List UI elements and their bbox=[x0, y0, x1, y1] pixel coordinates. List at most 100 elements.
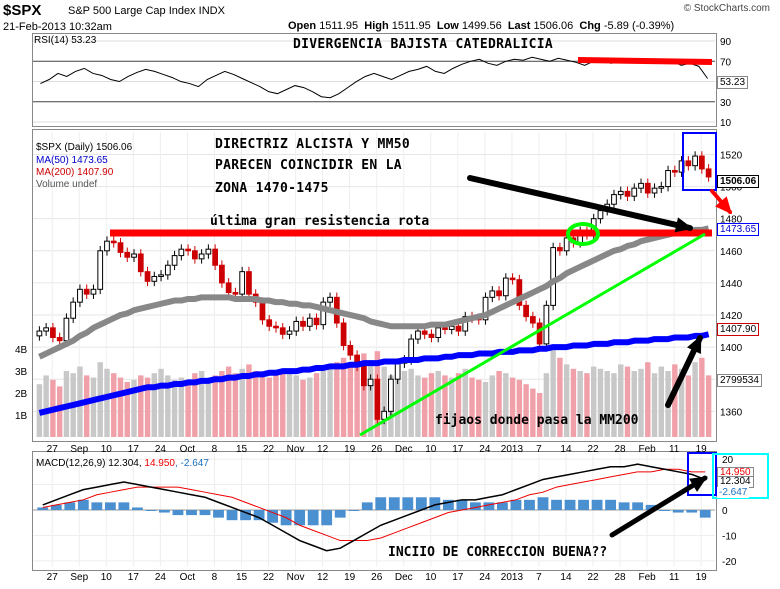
candle-body bbox=[394, 362, 401, 380]
volume-bar bbox=[624, 366, 631, 437]
volume-bar bbox=[476, 379, 482, 437]
candle-body bbox=[219, 264, 225, 284]
macd-histogram-bar bbox=[64, 502, 76, 510]
macd-histogram-bar bbox=[37, 507, 49, 510]
macd-histogram-bar bbox=[253, 510, 265, 521]
x-tick-label-bottom: Sep bbox=[70, 572, 88, 583]
price-tick-label: 1480 bbox=[720, 215, 743, 226]
high-value: 1511.95 bbox=[391, 20, 431, 32]
volume-bar bbox=[435, 371, 441, 437]
price-last-box: 1506.06 bbox=[717, 175, 760, 188]
macd-histogram-bar bbox=[591, 499, 603, 510]
x-tick-label: 24 bbox=[155, 444, 167, 455]
volume-bar bbox=[198, 371, 205, 437]
macd-histogram-bar bbox=[199, 510, 211, 516]
candle-body bbox=[212, 248, 219, 266]
candle-body bbox=[131, 253, 137, 258]
volume-bar bbox=[550, 346, 556, 437]
volume-bar bbox=[367, 360, 374, 437]
x-tick-label: 17 bbox=[452, 444, 464, 455]
volume-bar bbox=[685, 375, 692, 437]
volume-bar bbox=[246, 364, 252, 437]
price-tick-label: 1520 bbox=[720, 150, 743, 161]
macd-histogram-bar bbox=[375, 497, 387, 510]
candle-body bbox=[198, 253, 205, 260]
arrow-to-macd-head bbox=[689, 476, 708, 492]
volume-bar bbox=[455, 373, 462, 437]
volume-bar bbox=[523, 384, 529, 437]
macd-histogram-bar bbox=[659, 510, 671, 511]
x-tick-label: 12 bbox=[317, 444, 329, 455]
macd-histogram-bar bbox=[618, 502, 630, 510]
macd-histogram-bar bbox=[578, 499, 589, 510]
x-tick-label-bottom: 22 bbox=[587, 572, 599, 583]
candle-body bbox=[137, 253, 144, 273]
rsi-panel bbox=[32, 33, 717, 127]
volume-bar bbox=[347, 366, 354, 437]
volume-bar bbox=[415, 375, 421, 437]
candle-body bbox=[320, 301, 327, 326]
ma50-last-box: 1473.65 bbox=[717, 223, 760, 236]
price-tick-label: 1440 bbox=[720, 279, 743, 290]
rsi-tick-label: 70 bbox=[720, 57, 732, 68]
candle-body bbox=[77, 288, 83, 303]
x-tick-label: 28 bbox=[615, 444, 627, 455]
candle-body bbox=[692, 155, 698, 167]
volume-bar bbox=[90, 377, 97, 437]
macd-tick-label: -10 bbox=[722, 531, 737, 542]
volume-bar bbox=[516, 379, 523, 437]
x-tick-label: Oct bbox=[180, 444, 196, 455]
candle-body bbox=[448, 325, 455, 330]
macd-histogram-bar bbox=[172, 510, 184, 516]
x-tick-label: 8 bbox=[212, 444, 218, 455]
volume-bar bbox=[192, 373, 198, 437]
x-tick-label-bottom: Oct bbox=[180, 572, 196, 583]
open-value: 1511.95 bbox=[319, 20, 359, 32]
candle-body bbox=[597, 210, 604, 220]
macd-histogram-bar bbox=[564, 499, 576, 510]
x-tick-label: Feb bbox=[638, 444, 656, 455]
macd-histogram-bar bbox=[469, 502, 481, 510]
candle-body bbox=[164, 264, 171, 276]
volume-bar bbox=[117, 377, 124, 437]
candle-body bbox=[83, 288, 90, 295]
candle-body bbox=[550, 247, 557, 306]
macd-histogram-bar bbox=[348, 510, 360, 511]
candle-body bbox=[651, 187, 658, 194]
macd-histogram-bar bbox=[213, 510, 224, 518]
x-tick-label-bottom: 17 bbox=[452, 572, 464, 583]
volume-bar bbox=[449, 377, 455, 437]
macd-histogram-bar bbox=[699, 510, 711, 518]
x-tick-label: 14 bbox=[560, 444, 572, 455]
macd-histogram-bar bbox=[131, 507, 143, 510]
x-tick-label: 7 bbox=[536, 444, 542, 455]
x-tick-label-bottom: 27 bbox=[47, 572, 59, 583]
candle-body bbox=[300, 320, 306, 327]
x-tick-label: 19 bbox=[344, 444, 356, 455]
candle-body bbox=[665, 170, 671, 188]
breakout-circle bbox=[566, 222, 600, 246]
volume-bar bbox=[361, 353, 367, 437]
ma200-last-box: 1407.90 bbox=[717, 323, 760, 336]
brand-link[interactable]: © StockCharts.com bbox=[683, 3, 770, 14]
macd-histogram-bar bbox=[118, 502, 130, 510]
macd-histogram-bar bbox=[388, 497, 400, 510]
candle-body bbox=[671, 170, 678, 173]
x-tick-label-bottom: Nov bbox=[287, 572, 305, 583]
macd-cross-box bbox=[687, 452, 717, 496]
candle-body bbox=[232, 292, 239, 295]
volume-bar bbox=[225, 366, 232, 437]
volume-bar bbox=[584, 373, 590, 437]
macd-histogram-bar bbox=[267, 510, 279, 523]
macd-histogram-bar bbox=[442, 499, 454, 510]
x-tick-label-bottom: 19 bbox=[696, 572, 708, 583]
x-tick-label: Nov bbox=[287, 444, 305, 455]
candle-body bbox=[171, 255, 178, 266]
chg-label: Chg bbox=[579, 20, 601, 32]
symbol: $SPX bbox=[3, 2, 42, 19]
candle-body bbox=[293, 320, 300, 332]
volume-bar bbox=[645, 362, 651, 437]
candle-body bbox=[50, 327, 56, 338]
last-label: Last bbox=[507, 20, 531, 32]
volume-bar bbox=[307, 377, 313, 437]
